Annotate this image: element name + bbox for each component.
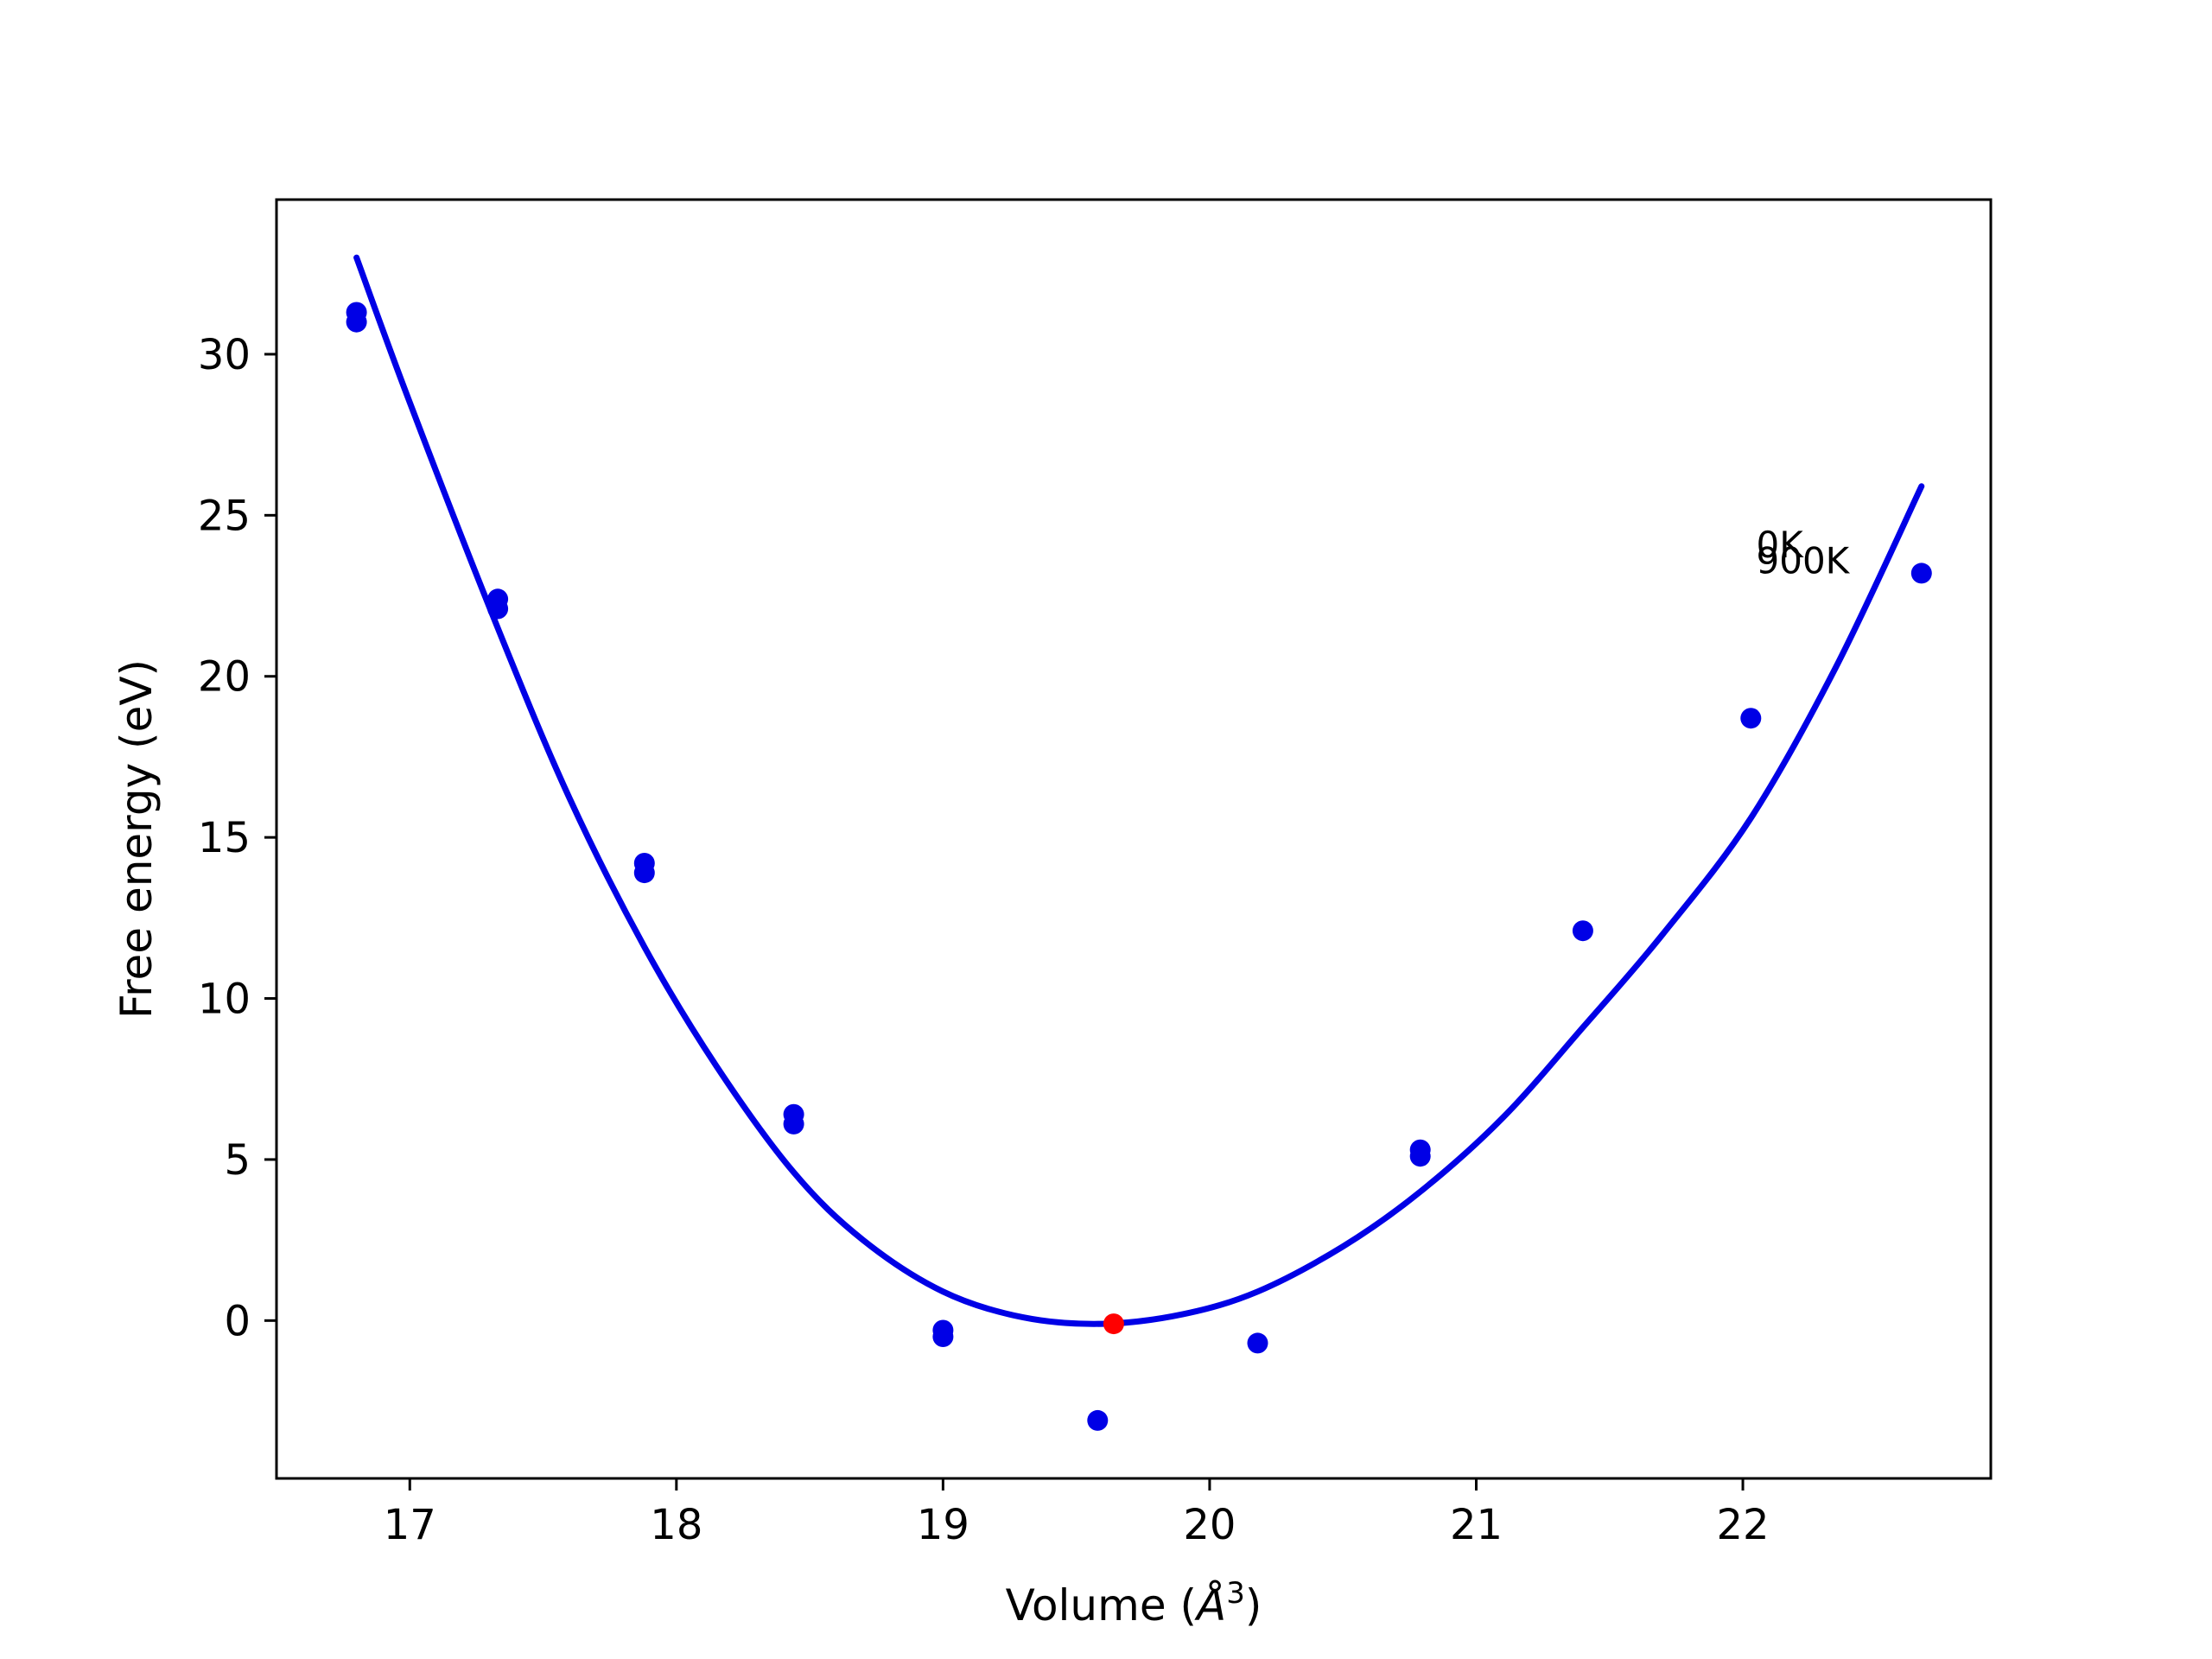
y-tick-label: 25 xyxy=(198,492,251,540)
data-points-layer xyxy=(346,302,1932,1431)
minimum-point xyxy=(1103,1313,1124,1335)
minimum-point-layer xyxy=(1103,1313,1124,1335)
data-point xyxy=(1247,1332,1268,1354)
data-point xyxy=(1572,920,1593,942)
y-tick-label: 15 xyxy=(198,814,251,862)
x-tick-label: 19 xyxy=(917,1501,969,1549)
fit-curve-layer xyxy=(353,254,1925,1327)
y-tick-label: 20 xyxy=(198,653,251,702)
x-tick-label: 20 xyxy=(1183,1501,1236,1549)
fit-curve xyxy=(353,254,1925,1327)
x-tick-label: 21 xyxy=(1450,1501,1503,1549)
data-point xyxy=(1087,1409,1109,1431)
y-tick-label: 0 xyxy=(224,1297,251,1345)
temperature-annotation: 0K xyxy=(1757,524,1805,566)
plot-frame xyxy=(275,198,1993,1480)
y-tick-label: 10 xyxy=(198,976,251,1024)
x-axis-title-close: ) xyxy=(1245,1580,1262,1630)
data-point xyxy=(1409,1146,1431,1167)
x-axis-title-exponent: 3 xyxy=(1226,1576,1245,1611)
x-tick-label: 17 xyxy=(384,1501,436,1549)
data-point xyxy=(487,598,509,620)
x-tick-label: 22 xyxy=(1717,1501,1770,1549)
plot-background xyxy=(276,200,1991,1478)
x-axis-title: Volume (Å3) xyxy=(1006,1576,1262,1630)
y-axis-title: Free energy (eV) xyxy=(111,659,162,1019)
data-point xyxy=(346,311,367,333)
x-axis-title-base: Volume ( xyxy=(1006,1580,1197,1630)
data-point xyxy=(633,862,655,884)
data-point xyxy=(783,1113,804,1135)
temperature-annotation: 900K xyxy=(1757,539,1851,582)
x-axis-title-unit: Å xyxy=(1194,1580,1226,1630)
y-tick-label: 5 xyxy=(224,1136,251,1185)
data-point xyxy=(932,1326,954,1347)
y-tick-label: 30 xyxy=(198,331,251,379)
x-tick-label: 18 xyxy=(650,1501,702,1549)
y-axis-ticks: 0 5 10 15 20 25 30 xyxy=(198,331,276,1345)
data-point xyxy=(1740,708,1762,729)
data-point xyxy=(1910,563,1932,584)
x-axis-ticks: 17 18 19 20 21 22 xyxy=(384,1478,1770,1549)
